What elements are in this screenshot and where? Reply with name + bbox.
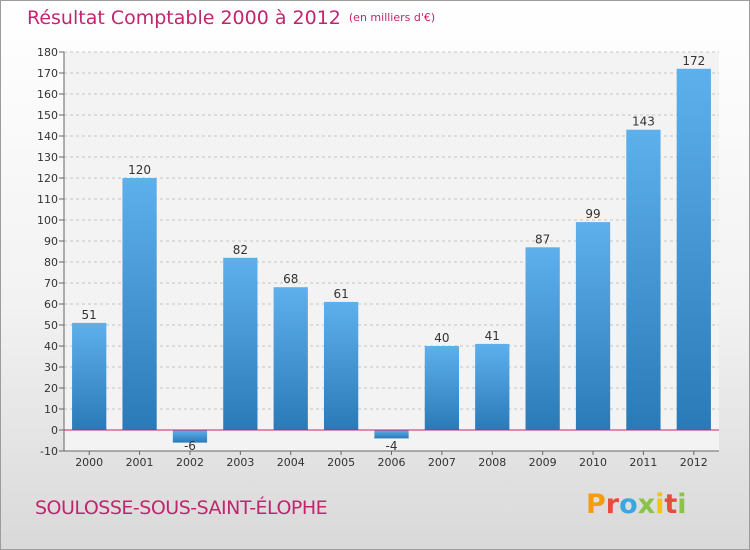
x-tick-label: 2004 <box>277 456 305 469</box>
y-tick-label: 120 <box>37 172 58 185</box>
chart-title: Résultat Comptable 2000 à 2012 (en millie… <box>27 7 435 29</box>
y-tick-label: 140 <box>37 130 58 143</box>
bar <box>475 343 510 430</box>
bar-value-label: 51 <box>82 308 97 322</box>
x-tick-label: 2001 <box>126 456 154 469</box>
bar <box>172 430 208 443</box>
bar-value-label: -4 <box>386 439 398 453</box>
x-tick-label: 2005 <box>327 456 355 469</box>
bar-value-label: 68 <box>283 272 298 286</box>
bar <box>424 346 460 430</box>
logo-letter: P <box>586 489 606 520</box>
y-tick-label: 180 <box>37 46 58 59</box>
x-tick-label: 2012 <box>680 456 708 469</box>
bar-value-label: 172 <box>682 54 705 68</box>
x-tick-label: 2006 <box>378 456 406 469</box>
x-tick-label: 2008 <box>478 456 506 469</box>
y-tick-label: 160 <box>37 88 58 101</box>
y-tick-label: 130 <box>37 151 58 164</box>
bar-value-label: 99 <box>585 207 600 221</box>
bar-value-label: 61 <box>333 287 348 301</box>
logo-letter: x <box>637 489 656 520</box>
bar <box>626 129 661 430</box>
bar <box>323 301 359 430</box>
y-tick-label: 110 <box>37 193 58 206</box>
y-tick-label: 50 <box>44 319 58 332</box>
bar <box>676 68 711 431</box>
x-tick-label: 2007 <box>428 456 456 469</box>
bar <box>525 247 560 430</box>
bar <box>374 430 409 439</box>
x-tick-label: 2009 <box>529 456 557 469</box>
bar <box>122 178 157 430</box>
commune-name: SOULOSSE-SOUS-SAINT-ÉLOPHE <box>35 497 328 519</box>
x-tick-label: 2000 <box>75 456 103 469</box>
chart-subtitle: (en milliers d'€) <box>348 11 436 24</box>
y-tick-label: 10 <box>44 403 58 416</box>
y-tick-label: 170 <box>37 67 58 80</box>
bar-value-label: 82 <box>233 243 248 257</box>
bar <box>273 287 308 430</box>
bar <box>223 257 258 430</box>
y-tick-label: -10 <box>40 445 58 458</box>
bar-value-label: 143 <box>632 115 655 129</box>
bar-value-label: 40 <box>434 331 449 345</box>
plot-area <box>64 52 719 451</box>
y-tick-label: 80 <box>44 256 58 269</box>
bar-chart: -10 0 10 20 30 40 50 60 70 80 90 100 110 120 130 140 150… <box>37 46 719 469</box>
x-tick-label: 2003 <box>226 456 254 469</box>
proxiti-logo: Proxiti <box>586 489 687 520</box>
y-tick-label: 60 <box>44 298 58 311</box>
chart-title-text: Résultat Comptable 2000 à 2012 <box>27 7 341 29</box>
y-tick-label: 100 <box>37 214 58 227</box>
bar-value-label: 120 <box>128 163 151 177</box>
bar-value-label: -6 <box>184 439 196 453</box>
bar <box>72 322 107 430</box>
y-tick-label: 0 <box>51 424 58 437</box>
bar <box>575 222 611 430</box>
logo-letter: o <box>619 489 638 520</box>
y-tick-label: 90 <box>44 235 58 248</box>
x-tick-label: 2002 <box>176 456 204 469</box>
logo-letter: i <box>655 489 665 520</box>
bar-value-label: 87 <box>535 232 550 246</box>
y-tick-label: 30 <box>44 361 58 374</box>
bar-value-label: 41 <box>485 329 500 343</box>
y-tick-label: 40 <box>44 340 58 353</box>
x-tick-label: 2011 <box>629 456 657 469</box>
y-tick-label: 70 <box>44 277 58 290</box>
y-tick-label: 20 <box>44 382 58 395</box>
x-tick-label: 2010 <box>579 456 607 469</box>
logo-letter: i <box>677 489 687 520</box>
y-tick-label: 150 <box>37 109 58 122</box>
logo-letter: r <box>605 489 620 520</box>
logo-letter: t <box>664 489 678 520</box>
